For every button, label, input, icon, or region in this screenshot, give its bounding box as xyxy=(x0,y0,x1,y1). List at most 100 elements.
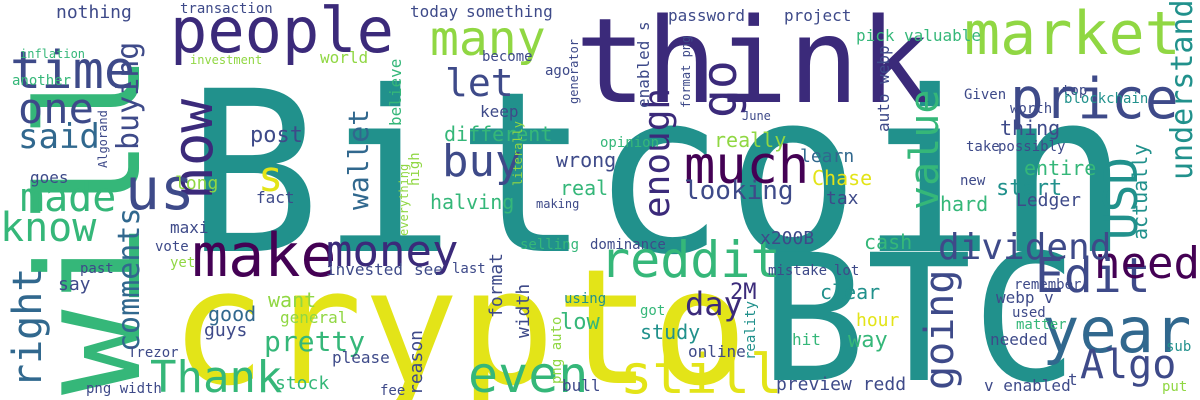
word-got: got xyxy=(640,303,666,319)
word-everything: everything xyxy=(397,163,411,236)
word-worth: worth xyxy=(1010,101,1053,117)
word-cash: cash xyxy=(864,230,913,254)
word-lot: lot xyxy=(834,263,860,279)
word-need: need xyxy=(1094,238,1200,289)
word-width: width xyxy=(513,283,534,338)
word-said: said xyxy=(18,117,100,157)
word-time: time xyxy=(10,41,136,101)
word-invested: invested xyxy=(326,260,404,279)
word-mistake: mistake xyxy=(768,263,828,279)
word-png-auto: png auto xyxy=(549,316,565,384)
word-made: made xyxy=(20,175,117,221)
word-make: make xyxy=(192,221,337,291)
word-study: study xyxy=(640,320,701,344)
word-please: please xyxy=(332,348,390,367)
word-2m: 2M xyxy=(730,280,757,305)
word-maxi: maxi xyxy=(170,218,209,237)
word-literally: literally xyxy=(511,120,525,186)
word-algorand: Algorand xyxy=(96,110,110,168)
word-much: much xyxy=(684,136,810,196)
word-opinion: opinion xyxy=(600,135,660,151)
word-webp-v: webp v xyxy=(996,288,1054,307)
word-something: something xyxy=(466,2,553,21)
word-actually: actually xyxy=(1128,143,1152,240)
word-yet: yet xyxy=(170,255,196,271)
word-transaction: transaction xyxy=(180,1,273,17)
word-new: new xyxy=(960,173,986,189)
word-guys: guys xyxy=(204,320,248,341)
word-different: different xyxy=(444,122,553,146)
word-see: see xyxy=(414,260,443,279)
word-dividend: dividend xyxy=(938,227,1112,268)
word-valuable: valuable xyxy=(904,26,982,45)
word-price: price xyxy=(1010,67,1179,132)
word-hour: hour xyxy=(856,310,900,331)
word-value: value xyxy=(902,89,948,210)
word-chase: Chase xyxy=(812,166,873,190)
word-learn: learn xyxy=(800,146,855,167)
word-day: day xyxy=(685,285,743,323)
word-good: good xyxy=(208,302,257,326)
word-reason: reason xyxy=(406,329,427,395)
word-take: take xyxy=(966,139,1000,155)
word-remember: remember xyxy=(1014,277,1082,293)
word-wallet: wallet xyxy=(342,108,375,210)
word-right: right xyxy=(5,267,51,388)
word-blockchain: blockchain xyxy=(1064,91,1149,107)
word-sub: sub xyxy=(1166,339,1192,355)
word-become: become xyxy=(482,49,533,65)
word-way: way xyxy=(848,328,888,353)
word-put: put xyxy=(1162,379,1188,395)
word-buying: buying xyxy=(111,41,146,150)
word-using: using xyxy=(564,291,607,307)
word-money: money xyxy=(326,226,459,277)
word-low: low xyxy=(560,310,600,335)
word-png-width: png width xyxy=(86,381,162,397)
word-reality: reality xyxy=(743,300,759,360)
word-understand: understand xyxy=(1165,0,1200,180)
word-reddit: reddit xyxy=(600,231,781,289)
word-auto-webp: auto webp xyxy=(874,45,893,132)
word-clear: clear xyxy=(820,280,881,304)
word-t: t xyxy=(1068,370,1078,389)
word-password: password xyxy=(668,6,746,25)
word-used: used xyxy=(1012,305,1046,321)
word-fact: fact xyxy=(256,188,295,207)
word-looking: looking xyxy=(684,176,794,206)
word-many: many xyxy=(430,11,546,67)
word-halving: halving xyxy=(430,190,515,214)
word-start: start xyxy=(996,176,1063,201)
word-bull: bull xyxy=(562,376,601,395)
word-fee: fee xyxy=(380,383,406,399)
word-one: one xyxy=(18,84,94,133)
word-investment: investment xyxy=(190,53,263,67)
word-want: want xyxy=(268,288,317,312)
word-v-enabled: v enabled xyxy=(984,376,1071,395)
word-ago: ago xyxy=(545,63,571,79)
word-vote: vote xyxy=(155,239,189,255)
word-online: online xyxy=(688,342,746,361)
word-past: past xyxy=(80,261,114,277)
word-hard: hard xyxy=(940,192,989,216)
word-generator: generator xyxy=(567,38,581,104)
word-june: June xyxy=(742,109,771,123)
word-project: project xyxy=(784,6,852,25)
word-wrong: wrong xyxy=(556,148,617,172)
word-format-png: format png xyxy=(679,35,693,108)
word-format: format xyxy=(486,252,507,318)
word-last: last xyxy=(452,261,486,277)
word-preview-redd: preview redd xyxy=(776,374,907,395)
word-nothing: nothing xyxy=(56,2,132,23)
word-general: general xyxy=(280,308,348,327)
word-s: s xyxy=(258,152,284,201)
word-needed: needed xyxy=(990,330,1048,349)
word-top: top xyxy=(1062,83,1088,99)
word-btc: BTC xyxy=(760,217,1078,400)
word-go: go xyxy=(692,60,748,118)
word-world: world xyxy=(320,48,369,67)
word-believe: believe xyxy=(386,58,405,126)
word-keep: keep xyxy=(480,102,519,121)
word-thank: Thank xyxy=(150,352,283,400)
word-year: year xyxy=(1042,294,1192,367)
